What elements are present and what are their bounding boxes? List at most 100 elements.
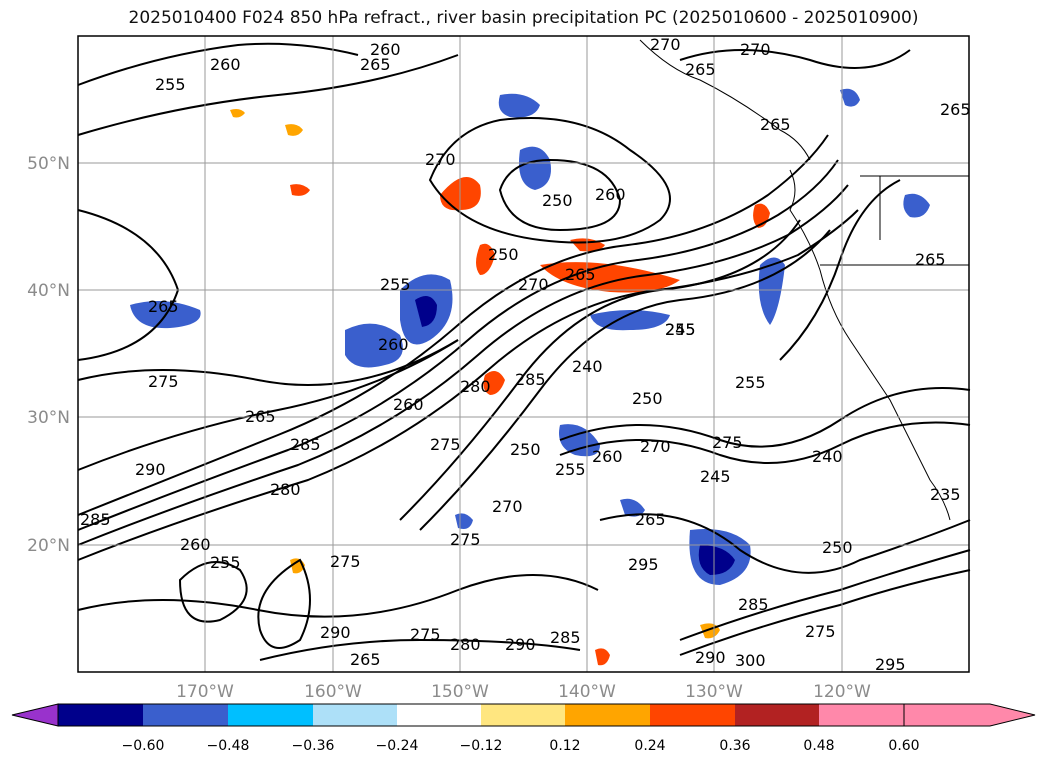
contour-label: 285 bbox=[515, 370, 546, 389]
contour-label: 285 bbox=[80, 510, 111, 529]
lon-label: 130°W bbox=[685, 682, 743, 702]
contour-label: 250 bbox=[822, 538, 853, 557]
contour-line bbox=[498, 158, 622, 232]
contour-label: 255 bbox=[155, 75, 186, 94]
contour-label: 260 bbox=[378, 335, 409, 354]
contour-label: 260 bbox=[592, 447, 623, 466]
contour-line bbox=[77, 184, 849, 546]
contour-line bbox=[679, 49, 911, 69]
lat-label: 50°N bbox=[27, 154, 70, 174]
contour-line bbox=[77, 339, 459, 471]
contour-line bbox=[559, 421, 971, 464]
shade-blob bbox=[285, 124, 303, 136]
contour-label: 260 bbox=[370, 40, 401, 59]
lon-label: 150°W bbox=[431, 682, 489, 702]
lon-label: 120°W bbox=[813, 682, 871, 702]
shade-blob bbox=[559, 424, 600, 457]
contour-label: 270 bbox=[518, 275, 549, 294]
colorbar-tick-label: 0.48 bbox=[803, 738, 834, 754]
contour-line bbox=[599, 513, 971, 574]
shade-blob bbox=[415, 296, 437, 327]
lon-label: 140°W bbox=[558, 682, 616, 702]
colorbar-extend-min bbox=[11, 703, 59, 727]
contour-label: 250 bbox=[488, 245, 519, 264]
lat-label: 20°N bbox=[27, 536, 70, 556]
contour-label: 245 bbox=[665, 320, 696, 339]
contour-label: 270 bbox=[650, 35, 681, 54]
contour-label: 270 bbox=[740, 40, 771, 59]
contour-label: 275 bbox=[410, 625, 441, 644]
colorbar-tick-label: 0.12 bbox=[549, 738, 580, 754]
contour-line bbox=[679, 549, 971, 641]
contour-label: 300 bbox=[735, 651, 766, 670]
contour-label: 250 bbox=[510, 440, 541, 459]
contour-label: 265 bbox=[635, 510, 666, 529]
contour-label: 275 bbox=[148, 372, 179, 391]
colorbar: −0.60 −0.48 −0.36 −0.24 −0.12 0.12 0.24 … bbox=[11, 703, 1036, 754]
contour-label: 265 bbox=[760, 115, 791, 134]
contour-label: 265 bbox=[245, 407, 276, 426]
contour-labels: 255 260 260 265 270 270 265 265 265 270 … bbox=[80, 35, 971, 674]
colorbar-segment bbox=[397, 704, 481, 726]
map-frame bbox=[77, 35, 970, 673]
colorbar-segment bbox=[650, 704, 735, 726]
contour-label: 260 bbox=[595, 185, 626, 204]
contour-line bbox=[779, 179, 901, 361]
contour-label: 255 bbox=[380, 275, 411, 294]
shade-blob bbox=[620, 498, 645, 517]
contour-label: 255 bbox=[665, 320, 696, 339]
contour-line bbox=[77, 574, 599, 618]
contour-label: 235 bbox=[930, 485, 961, 504]
contour-label: 275 bbox=[805, 622, 836, 641]
contour-label: 270 bbox=[640, 437, 671, 456]
contour-line bbox=[77, 134, 829, 516]
shade-blob bbox=[290, 184, 310, 196]
lat-label: 40°N bbox=[27, 281, 70, 301]
contour-line bbox=[399, 219, 801, 521]
colorbar-tick-label: 0.24 bbox=[634, 738, 665, 754]
shade-blob bbox=[595, 648, 610, 666]
contour-label: 280 bbox=[450, 635, 481, 654]
contour-label: 255 bbox=[210, 553, 241, 572]
colorbar-frame bbox=[57, 703, 905, 727]
colorbar-tick-label: 0.36 bbox=[719, 738, 750, 754]
contour-line bbox=[679, 569, 971, 656]
longitude-labels: 170°W 160°W 150°W 140°W 130°W 120°W bbox=[176, 682, 871, 702]
graticule bbox=[78, 36, 969, 672]
shade-blob bbox=[230, 109, 245, 118]
contour-label: 285 bbox=[290, 435, 321, 454]
colorbar-tick-label: −0.60 bbox=[122, 738, 165, 754]
contour-label: 245 bbox=[700, 467, 731, 486]
contour-label: 290 bbox=[695, 648, 726, 667]
colorbar-segment bbox=[313, 704, 397, 726]
contour-label: 275 bbox=[330, 552, 361, 571]
colorbar-segment bbox=[58, 704, 143, 726]
contour-label: 280 bbox=[270, 480, 301, 499]
contour-line bbox=[77, 209, 859, 561]
colorbar-tick-label: −0.48 bbox=[207, 738, 250, 754]
contour-label: 290 bbox=[505, 635, 536, 654]
contour-label: 265 bbox=[685, 60, 716, 79]
colorbar-segment bbox=[735, 704, 819, 726]
contour-line bbox=[178, 561, 248, 623]
contour-label: 295 bbox=[875, 655, 906, 674]
colorbar-tick-label: −0.24 bbox=[376, 738, 419, 754]
contour-label: 250 bbox=[632, 389, 663, 408]
contour-line bbox=[77, 339, 459, 386]
shade-blob bbox=[840, 88, 860, 107]
colorbar-tick-label: 0.60 bbox=[888, 738, 919, 754]
shade-blob bbox=[498, 93, 540, 118]
shade-blob bbox=[483, 371, 505, 395]
contour-label: 290 bbox=[135, 460, 166, 479]
shade-blob bbox=[540, 262, 680, 293]
latitude-labels: 50°N 40°N 30°N 20°N bbox=[27, 154, 70, 556]
contour-label: 255 bbox=[555, 460, 586, 479]
contour-label: 255 bbox=[735, 373, 766, 392]
contour-line bbox=[77, 159, 839, 531]
contour-label: 275 bbox=[430, 435, 461, 454]
contour-label: 265 bbox=[148, 297, 179, 316]
shade-blob bbox=[345, 323, 403, 368]
chart-title: 2025010400 F024 850 hPa refract., river … bbox=[128, 8, 919, 28]
shade-blob bbox=[903, 193, 930, 218]
